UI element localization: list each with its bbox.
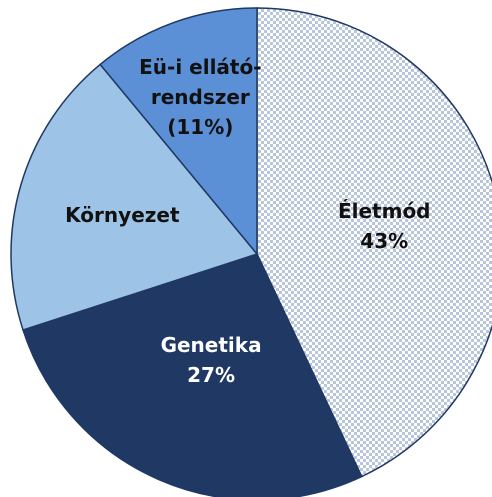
pie-slice bbox=[22, 253, 363, 497]
pie-slice bbox=[10, 63, 259, 331]
slice-label: Életmód 43% bbox=[338, 196, 431, 256]
category-label: Eü-i ellátó- rendszer bbox=[139, 54, 262, 109]
pie-slice bbox=[256, 7, 492, 478]
value-label: 43% bbox=[360, 228, 409, 253]
category-label: Környezet bbox=[65, 202, 180, 227]
category-label: Genetika bbox=[160, 333, 262, 358]
slice-label: Eü-i ellátó- rendszer (11%) bbox=[139, 52, 261, 142]
value-label: 27% bbox=[187, 363, 236, 388]
category-label: Életmód bbox=[337, 198, 431, 223]
pie-slice bbox=[99, 7, 258, 257]
slice-label: Környezet bbox=[65, 200, 179, 230]
value-label: (11%) bbox=[167, 114, 234, 139]
slice-label: Genetika 27% bbox=[161, 330, 262, 390]
